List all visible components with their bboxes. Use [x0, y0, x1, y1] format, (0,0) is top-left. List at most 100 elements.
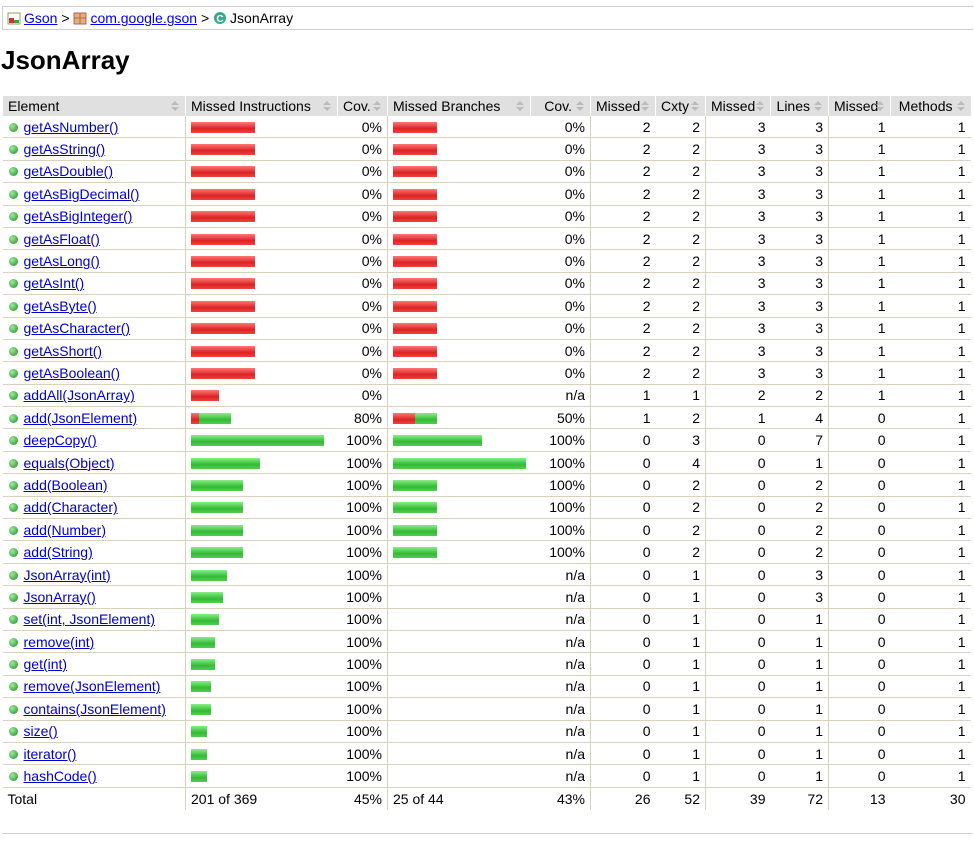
method-link[interactable]: iterator()	[23, 745, 77, 762]
missed-complexity: 2	[590, 294, 656, 318]
lines: 2	[770, 473, 829, 497]
column-header[interactable]: Lines	[770, 96, 829, 116]
method-link[interactable]: getAsFloat()	[23, 230, 100, 247]
methods: 1	[890, 473, 971, 497]
missed-complexity: 0	[590, 496, 656, 520]
method-link[interactable]: JsonArray()	[23, 588, 96, 605]
branch-coverage: 0%	[530, 272, 591, 296]
column-header[interactable]: Missed	[705, 96, 771, 116]
column-header[interactable]: Missed Instructions	[185, 96, 338, 116]
branches-bar-cell	[387, 764, 531, 788]
missed-complexity: 0	[590, 428, 656, 452]
instruction-coverage: 0%	[337, 182, 388, 206]
element-cell: getAsNumber()	[2, 116, 186, 139]
instruction-coverage: 0%	[337, 384, 388, 408]
method-link[interactable]: getAsNumber()	[23, 118, 119, 135]
missed-complexity: 1	[590, 406, 656, 430]
method-link[interactable]: add(String)	[23, 544, 93, 561]
method-row: set(int, JsonElement) 100% n/a 0 1 0 1 0 1	[2, 608, 971, 631]
instructions-bar-cell	[185, 540, 338, 564]
missed-methods: 1	[828, 384, 891, 408]
missed-lines: 0	[705, 720, 771, 743]
lines: 1	[770, 764, 829, 788]
column-header[interactable]: Cxty	[655, 96, 706, 116]
method-link[interactable]: remove(int)	[23, 633, 95, 650]
method-link[interactable]: remove(JsonElement)	[23, 678, 161, 695]
complexity: 2	[655, 182, 706, 206]
element-cell: getAsLong()	[2, 249, 186, 273]
branch-coverage: 0%	[530, 294, 591, 318]
instructions-bar-cell	[185, 518, 338, 542]
method-link[interactable]: getAsShort()	[23, 342, 103, 359]
instructions-bar-cell	[185, 116, 338, 139]
missed-bar	[191, 188, 256, 200]
column-header[interactable]: Missed	[590, 96, 656, 116]
missed-lines: 3	[705, 182, 771, 206]
method-row: deepCopy() 100% 100% 0 3 0 7 0 1	[2, 428, 971, 452]
instructions-bar-cell	[185, 428, 338, 452]
instruction-coverage: 100%	[337, 652, 388, 676]
column-header[interactable]: Methods	[890, 96, 971, 116]
method-link[interactable]: get(int)	[23, 656, 68, 673]
method-link[interactable]: getAsLong()	[23, 253, 100, 270]
method-link[interactable]: getAsCharacter()	[23, 320, 131, 337]
missed-methods: 1	[828, 249, 891, 273]
covered-bar	[191, 614, 220, 626]
element-cell: getAsBigInteger()	[2, 205, 186, 228]
method-link[interactable]: add(Number)	[23, 521, 106, 538]
method-link[interactable]: add(Boolean)	[23, 476, 108, 493]
instructions-bar-cell	[185, 608, 338, 631]
method-link[interactable]: add(Character)	[23, 499, 118, 516]
lines: 3	[770, 160, 829, 184]
missed-lines: 0	[705, 451, 771, 475]
method-row: JsonArray() 100% n/a 0 1 0 3 0 1	[2, 585, 971, 609]
column-header[interactable]: Cov.	[530, 96, 591, 116]
methods: 1	[890, 361, 971, 385]
missed-complexity: 2	[590, 116, 656, 139]
class-icon: C	[214, 12, 227, 25]
breadcrumb-link[interactable]: com.google.gson	[90, 10, 198, 26]
column-header[interactable]: Element	[2, 96, 186, 116]
column-header[interactable]: Missed	[828, 96, 891, 116]
method-icon	[8, 436, 18, 446]
method-link[interactable]: getAsDouble()	[23, 163, 114, 180]
method-link[interactable]: getAsString()	[23, 141, 106, 158]
missed-bar	[393, 278, 438, 290]
method-link[interactable]: JsonArray(int)	[23, 566, 111, 583]
missed-bar	[393, 166, 438, 178]
method-link[interactable]: contains(JsonElement)	[23, 700, 166, 717]
method-link[interactable]: getAsBoolean()	[23, 364, 121, 381]
method-link[interactable]: add(JsonElement)	[23, 409, 138, 426]
column-header[interactable]: Missed Branches	[387, 96, 531, 116]
lines: 3	[770, 249, 829, 273]
method-link[interactable]: hashCode()	[23, 768, 97, 785]
missed-methods: 0	[828, 742, 891, 766]
element-cell: remove(int)	[2, 630, 186, 654]
method-row: getAsLong() 0% 0% 2 2 3 3 1 1	[2, 249, 971, 273]
method-link[interactable]: equals(Object)	[23, 454, 115, 471]
missed-methods: 1	[828, 339, 891, 363]
method-row: add(Character) 100% 100% 0 2 0 2 0 1	[2, 496, 971, 520]
element-cell: JsonArray()	[2, 585, 186, 609]
covered-bar	[191, 547, 244, 559]
missed-bar	[393, 121, 438, 133]
method-link[interactable]: getAsByte()	[23, 297, 97, 314]
missed-methods: 0	[828, 563, 891, 587]
method-link[interactable]: getAsBigDecimal()	[23, 185, 140, 202]
method-link[interactable]: set(int, JsonElement)	[23, 611, 156, 628]
method-link[interactable]: deepCopy()	[23, 432, 97, 449]
method-link[interactable]: getAsBigInteger()	[23, 208, 133, 225]
method-link[interactable]: size()	[23, 723, 58, 740]
method-link[interactable]: getAsInt()	[23, 275, 85, 292]
covered-bar	[393, 547, 438, 559]
instruction-coverage: 100%	[337, 496, 388, 520]
element-cell: add(Character)	[2, 496, 186, 520]
method-row: getAsByte() 0% 0% 2 2 3 3 1 1	[2, 294, 971, 318]
column-header[interactable]: Cov.	[337, 96, 388, 116]
lines: 1	[770, 742, 829, 766]
lines: 3	[770, 272, 829, 296]
breadcrumb-link[interactable]: Gson	[24, 10, 58, 26]
branches-bar-cell	[387, 294, 531, 318]
missed-lines: 0	[705, 630, 771, 654]
method-link[interactable]: addAll(JsonArray)	[23, 387, 135, 404]
